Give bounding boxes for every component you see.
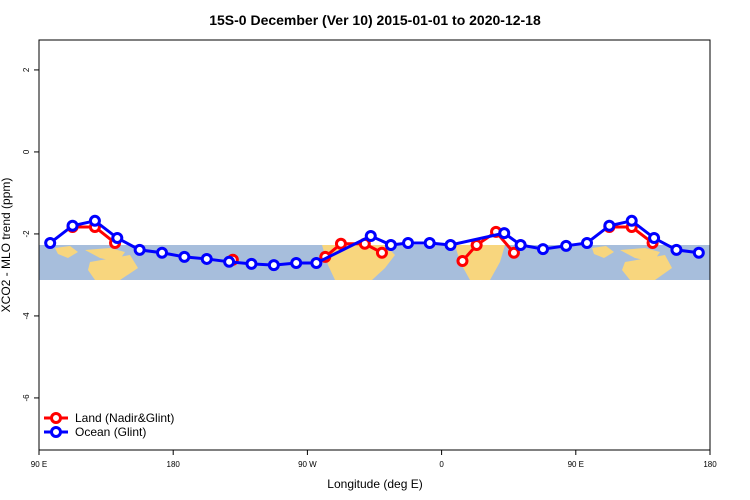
point <box>310 257 323 270</box>
map-strip <box>39 245 710 280</box>
x-tick-label: 90 E <box>31 460 47 469</box>
legend-label: Ocean (Glint) <box>75 425 146 439</box>
y-tick-label: -6 <box>22 394 31 402</box>
point <box>470 239 483 251</box>
point <box>66 219 79 232</box>
point <box>375 246 388 259</box>
point <box>692 246 705 259</box>
point <box>560 239 573 252</box>
point <box>498 227 511 240</box>
point <box>507 246 520 259</box>
point <box>44 236 57 249</box>
legend-marker <box>50 426 62 438</box>
point <box>423 236 436 249</box>
plot-frame <box>38 39 711 451</box>
point <box>536 243 549 256</box>
point <box>88 214 101 227</box>
point <box>245 257 258 270</box>
y-tick-label: 2 <box>22 67 31 72</box>
point <box>648 232 661 245</box>
y-tick-label: -4 <box>22 312 31 320</box>
point <box>334 237 347 250</box>
legend: Land (Nadir&Glint)Ocean (Glint) <box>44 411 174 439</box>
x-tick-label: 0 <box>439 460 444 469</box>
legend-marker <box>50 412 62 424</box>
series-line <box>49 219 700 267</box>
point <box>456 254 469 267</box>
land-shape <box>55 246 138 280</box>
point <box>133 243 146 256</box>
legend-label: Land (Nadir&Glint) <box>75 411 174 425</box>
point <box>402 236 415 249</box>
point <box>200 252 213 265</box>
point <box>267 259 280 272</box>
point <box>625 214 638 227</box>
x-axis-label: Longitude (deg E) <box>327 477 422 491</box>
point <box>156 246 169 259</box>
y-tick-label: -2 <box>22 230 31 238</box>
point <box>514 239 527 251</box>
series <box>44 214 705 272</box>
x-tick-label: 90 W <box>298 460 317 469</box>
y-tick-label: 0 <box>22 149 31 154</box>
x-tick-label: 180 <box>703 460 717 469</box>
x-tick-label: 90 E <box>568 460 584 469</box>
point <box>290 257 303 270</box>
x-tick-label: 180 <box>167 460 181 469</box>
point <box>670 243 683 256</box>
point <box>580 236 593 249</box>
point <box>178 250 191 263</box>
point <box>111 232 124 245</box>
point <box>444 239 457 251</box>
chart-title: 15S-0 December (Ver 10) 2015-01-01 to 20… <box>209 12 541 28</box>
point <box>384 239 397 251</box>
point <box>364 229 377 242</box>
y-axis-label: XCO2 - MLO trend (ppm) <box>0 178 13 313</box>
point <box>603 219 616 232</box>
land-shape <box>592 246 672 280</box>
point <box>223 255 236 268</box>
